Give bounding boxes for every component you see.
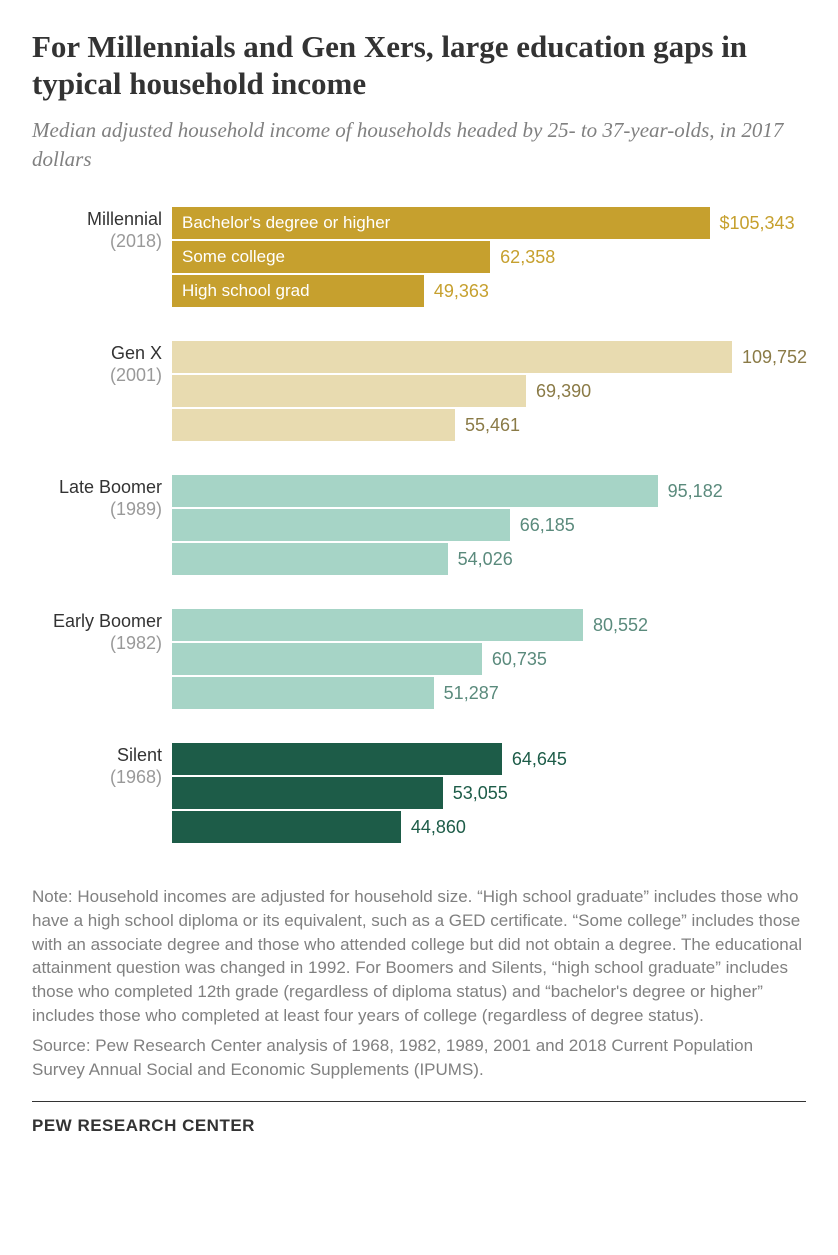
group-name: Millennial [32, 209, 162, 231]
bar-category-label: High school grad [182, 281, 310, 301]
group-label: Late Boomer(1989) [32, 475, 172, 577]
bars-container: Bachelor's degree or higher $105,343 Some … [172, 207, 806, 309]
bar-chart: Millennial(2018)Bachelor's degree or hig… [32, 207, 806, 845]
group-year: (1989) [32, 499, 162, 521]
group-name: Silent [32, 745, 162, 767]
chart-title: For Millennials and Gen Xers, large educ… [32, 28, 806, 102]
bar [172, 743, 502, 775]
group-name: Gen X [32, 343, 162, 365]
bar-value: 62,358 [500, 247, 555, 268]
group-year: (1968) [32, 767, 162, 789]
bars-container: 64,64553,055 44,860 [172, 743, 806, 845]
bar-row: 95,182 [172, 475, 806, 507]
bar-row: 109,752 [172, 341, 807, 373]
bar-row: 60,735 [172, 643, 806, 675]
group-name: Late Boomer [32, 477, 162, 499]
bar-category-label: Some college [182, 247, 285, 267]
chart-group: Early Boomer(1982) 80,552 60,735 51,287 [32, 609, 806, 711]
bar [172, 543, 448, 575]
bar-value: 53,055 [453, 783, 508, 804]
bar-value: 54,026 [458, 549, 513, 570]
group-label: Silent(1968) [32, 743, 172, 845]
bar-row: Some college 62,358 [172, 241, 806, 273]
chart-group: Silent(1968) 64,64553,055 44,860 [32, 743, 806, 845]
bar [172, 677, 434, 709]
bar: High school grad [172, 275, 424, 307]
bar-value: 55,461 [465, 415, 520, 436]
bar [172, 811, 401, 843]
bar-row: 44,860 [172, 811, 806, 843]
group-label: Gen X(2001) [32, 341, 172, 443]
bar-row: High school grad 49,363 [172, 275, 806, 307]
bar [172, 375, 526, 407]
bar: Some college [172, 241, 490, 273]
chart-group: Gen X(2001) 109,752 69,390 55,461 [32, 341, 806, 443]
group-label: Millennial(2018) [32, 207, 172, 309]
bar-row: 54,026 [172, 543, 806, 575]
bar-value: 64,645 [512, 749, 567, 770]
bar-row: 69,390 [172, 375, 807, 407]
bar-row: 53,055 [172, 777, 806, 809]
group-year: (2018) [32, 231, 162, 253]
bar [172, 409, 455, 441]
bar [172, 341, 732, 373]
footer-attribution: PEW RESEARCH CENTER [32, 1116, 806, 1136]
bars-container: 109,752 69,390 55,461 [172, 341, 807, 443]
bar-value: 66,185 [520, 515, 575, 536]
bar [172, 475, 658, 507]
group-label: Early Boomer(1982) [32, 609, 172, 711]
bar-row: 80,552 [172, 609, 806, 641]
bar-row: 55,461 [172, 409, 807, 441]
bar [172, 777, 443, 809]
bar-value: 60,735 [492, 649, 547, 670]
group-year: (1982) [32, 633, 162, 655]
bar-category-label: Bachelor's degree or higher [182, 213, 390, 233]
chart-source: Source: Pew Research Center analysis of … [32, 1034, 806, 1082]
bar-value: 49,363 [434, 281, 489, 302]
bar-value: 51,287 [444, 683, 499, 704]
bar-row: Bachelor's degree or higher $105,343 [172, 207, 806, 239]
chart-group: Late Boomer(1989) 95,182 66,185 54,026 [32, 475, 806, 577]
chart-subtitle: Median adjusted household income of hous… [32, 116, 806, 173]
bar [172, 609, 583, 641]
chart-group: Millennial(2018)Bachelor's degree or hig… [32, 207, 806, 309]
bar-value: 44,860 [411, 817, 466, 838]
bars-container: 95,182 66,185 54,026 [172, 475, 806, 577]
bar-row: 51,287 [172, 677, 806, 709]
group-year: (2001) [32, 365, 162, 387]
bar-value: 80,552 [593, 615, 648, 636]
group-name: Early Boomer [32, 611, 162, 633]
bar [172, 509, 510, 541]
bar-value: 109,752 [742, 347, 807, 368]
bar-row: 66,185 [172, 509, 806, 541]
divider [32, 1101, 806, 1102]
bar: Bachelor's degree or higher [172, 207, 710, 239]
bar-value: 95,182 [668, 481, 723, 502]
chart-note: Note: Household incomes are adjusted for… [32, 885, 806, 1028]
bar-value: $105,343 [720, 213, 795, 234]
bars-container: 80,552 60,735 51,287 [172, 609, 806, 711]
bar [172, 643, 482, 675]
bar-row: 64,645 [172, 743, 806, 775]
bar-value: 69,390 [536, 381, 591, 402]
